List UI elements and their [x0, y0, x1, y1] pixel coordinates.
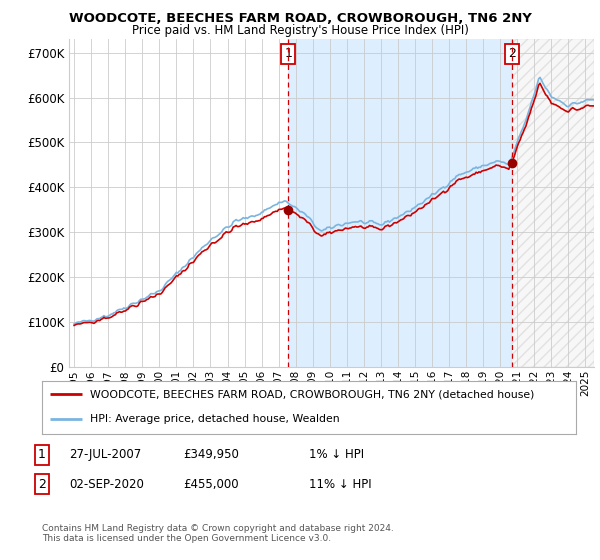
Text: 11% ↓ HPI: 11% ↓ HPI [309, 478, 371, 491]
Text: Contains HM Land Registry data © Crown copyright and database right 2024.
This d: Contains HM Land Registry data © Crown c… [42, 524, 394, 543]
Bar [512, 39, 594, 367]
Text: 2: 2 [508, 48, 515, 60]
Text: 02-SEP-2020: 02-SEP-2020 [69, 478, 144, 491]
Text: 1: 1 [284, 48, 292, 60]
Text: £349,950: £349,950 [183, 448, 239, 461]
Text: WOODCOTE, BEECHES FARM ROAD, CROWBOROUGH, TN6 2NY: WOODCOTE, BEECHES FARM ROAD, CROWBOROUGH… [68, 12, 532, 25]
Text: 1: 1 [38, 448, 46, 461]
Bar [289, 39, 512, 367]
Text: £455,000: £455,000 [183, 478, 239, 491]
Text: HPI: Average price, detached house, Wealden: HPI: Average price, detached house, Weal… [90, 414, 340, 424]
Text: 27-JUL-2007: 27-JUL-2007 [69, 448, 141, 461]
Text: WOODCOTE, BEECHES FARM ROAD, CROWBOROUGH, TN6 2NY (detached house): WOODCOTE, BEECHES FARM ROAD, CROWBOROUGH… [90, 389, 535, 399]
Text: 2: 2 [38, 478, 46, 491]
Text: 1% ↓ HPI: 1% ↓ HPI [309, 448, 364, 461]
Text: Price paid vs. HM Land Registry's House Price Index (HPI): Price paid vs. HM Land Registry's House … [131, 24, 469, 36]
